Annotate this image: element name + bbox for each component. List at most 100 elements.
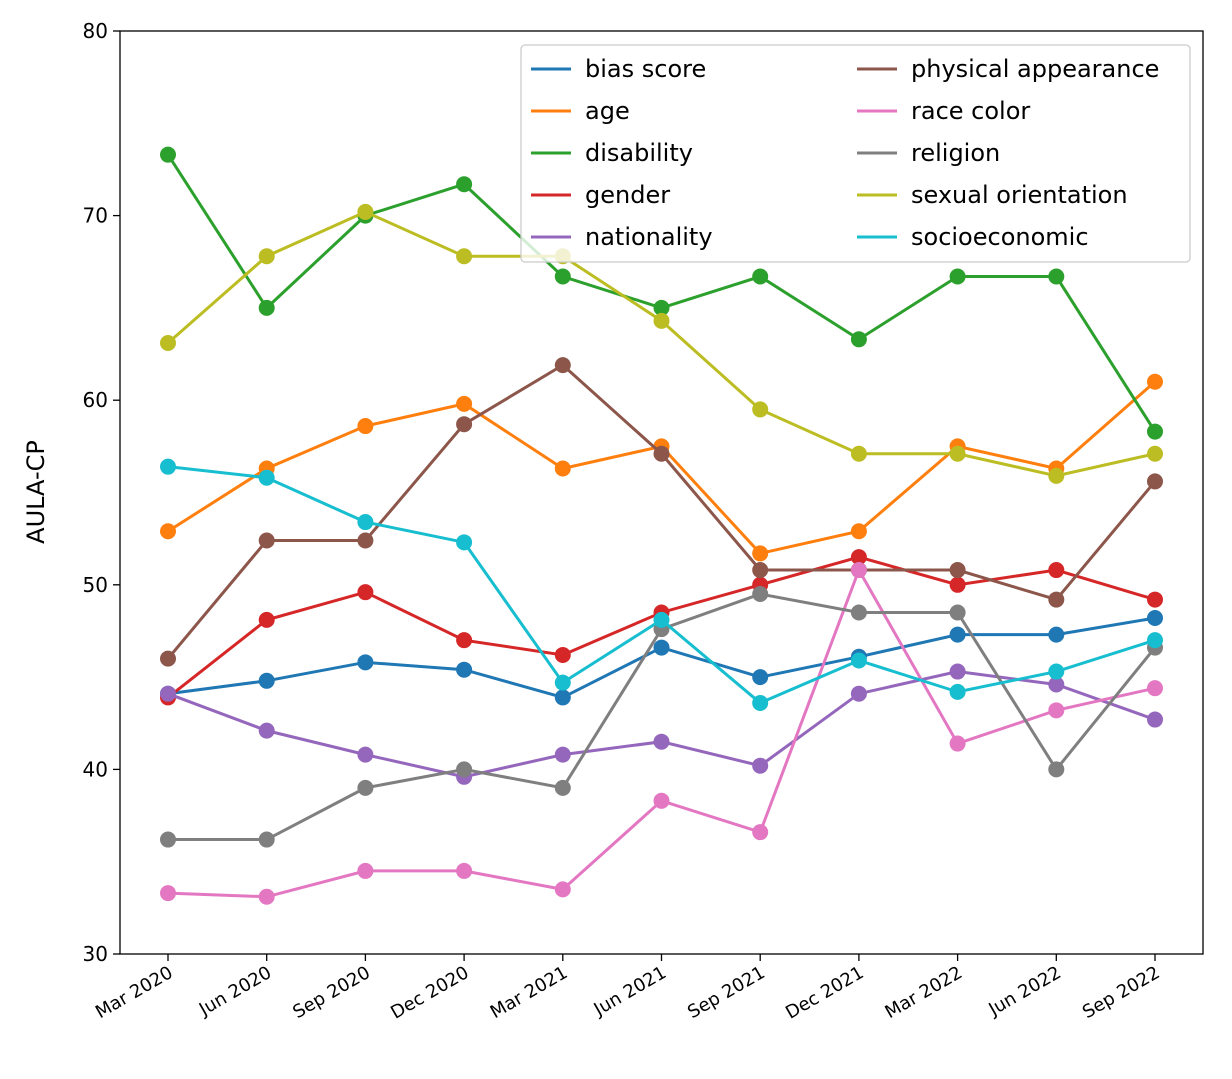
data-point [1048, 467, 1065, 484]
y-tick-label: 60 [83, 388, 108, 412]
data-point [1147, 632, 1163, 649]
y-tick-label: 70 [83, 204, 108, 228]
data-point [850, 604, 867, 621]
data-point [949, 576, 966, 593]
data-point [752, 268, 769, 285]
data-point [1147, 591, 1163, 608]
x-tick-label: Dec 2020 [387, 962, 472, 1023]
data-point [949, 562, 966, 579]
data-point [456, 416, 473, 433]
data-point [160, 334, 176, 351]
data-point [258, 299, 275, 316]
y-tick-label: 50 [83, 573, 108, 597]
data-point [456, 395, 473, 412]
data-point [554, 746, 571, 763]
data-point [258, 611, 275, 628]
series-religion [160, 586, 1163, 848]
data-point [752, 586, 769, 603]
data-point [1147, 445, 1163, 462]
data-point [949, 445, 966, 462]
data-point [752, 824, 769, 841]
data-point [160, 458, 176, 475]
y-axis: 30 40 50 60 70 80 [83, 19, 120, 966]
data-point [752, 401, 769, 418]
data-point [554, 646, 571, 663]
data-point [653, 733, 670, 750]
data-point [160, 523, 176, 540]
data-point [1048, 663, 1065, 680]
data-point [949, 663, 966, 680]
series-disability [160, 146, 1163, 440]
data-point [357, 203, 374, 220]
legend-item: disability [531, 139, 693, 167]
data-point [554, 881, 571, 898]
data-point [456, 661, 473, 678]
data-point [1048, 761, 1065, 778]
data-point [1147, 373, 1163, 390]
x-tick-label: Mar 2022 [882, 962, 967, 1023]
y-tick-label: 30 [83, 942, 108, 966]
x-tick-label: Mar 2020 [92, 962, 177, 1023]
legend-label: gender [585, 181, 670, 209]
data-point [554, 460, 571, 477]
data-point [850, 523, 867, 540]
legend-label: disability [585, 139, 693, 167]
data-point [258, 888, 275, 905]
data-point [949, 735, 966, 752]
data-point [752, 757, 769, 774]
data-point [653, 445, 670, 462]
legend-box [520, 44, 1191, 263]
legend-label: age [585, 97, 630, 125]
data-point [1048, 268, 1065, 285]
data-point [949, 268, 966, 285]
data-point [1147, 610, 1163, 627]
legend-label: nationality [585, 223, 713, 251]
data-point [850, 445, 867, 462]
legend-item: bias score [531, 55, 706, 83]
series-line [167, 380, 1156, 556]
y-tick-label: 40 [83, 757, 108, 781]
data-point [160, 831, 176, 848]
data-point [258, 672, 275, 689]
data-point [258, 469, 275, 486]
data-point [850, 562, 867, 579]
data-point [1048, 702, 1065, 719]
data-point [949, 683, 966, 700]
data-point [850, 549, 867, 566]
x-tick-label: Jun 2022 [984, 962, 1064, 1021]
x-tick-label: Mar 2021 [487, 962, 572, 1023]
data-point [653, 792, 670, 809]
data-point [160, 146, 176, 163]
data-point [258, 831, 275, 848]
legend: bias score age disability gender nationality… [520, 44, 1191, 263]
data-point [1048, 562, 1065, 579]
data-point [949, 604, 966, 621]
series-line [167, 670, 1156, 779]
data-point [554, 779, 571, 796]
data-point [357, 746, 374, 763]
legend-item: religion [857, 139, 1000, 167]
legend-item: race color [857, 97, 1030, 125]
data-point [653, 639, 670, 656]
series-socioeconomic [160, 458, 1163, 711]
data-point [554, 268, 571, 285]
data-point [752, 669, 769, 686]
x-tick-label: Jun 2021 [590, 962, 670, 1021]
legend-label: physical appearance [911, 55, 1159, 83]
data-point [1147, 711, 1163, 728]
legend-item: nationality [531, 223, 713, 251]
y-axis-label: AULA-CP [22, 440, 50, 544]
data-point [357, 862, 374, 879]
data-point [258, 722, 275, 739]
legend-label: race color [911, 97, 1030, 125]
legend-item: sexual orientation [857, 181, 1128, 209]
data-point [1147, 423, 1163, 440]
data-point [752, 562, 769, 579]
legend-item: socioeconomic [857, 223, 1089, 251]
x-tick-label: Sep 2022 [1079, 962, 1164, 1023]
data-point [456, 176, 473, 193]
series-race-color [160, 562, 1163, 905]
data-point [258, 248, 275, 265]
data-point [357, 654, 374, 671]
